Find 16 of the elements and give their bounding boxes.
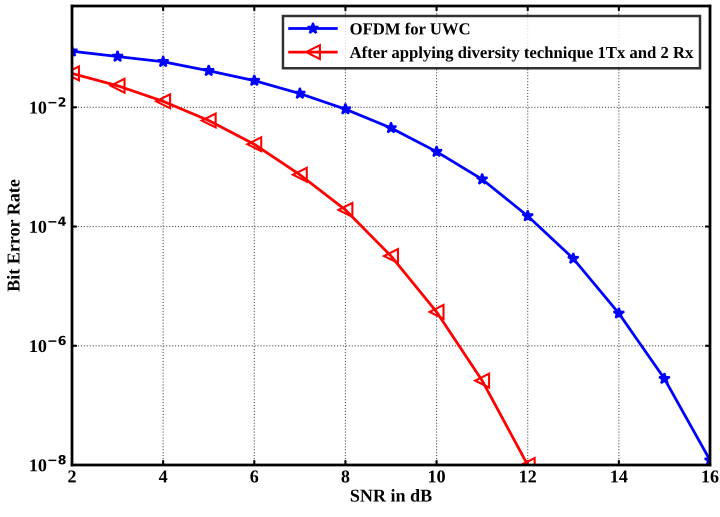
x-tick-label: 2 [68, 470, 76, 482]
x-tick-label: 4 [158, 470, 168, 482]
x-tick-label: 14 [611, 470, 628, 482]
y-tick-label: 10$^{−6}$ [30, 336, 66, 352]
x-tick-label: 10 [428, 470, 445, 483]
y-tick-label: 10$^{−4}$ [30, 216, 66, 233]
y-tick-label: 10$^{−8}$ [30, 454, 66, 472]
y-tick-label: 10$^{−2}$ [30, 97, 66, 114]
x-axis-title: SNR in dB [350, 489, 432, 502]
x-tick-label: 6 [250, 470, 258, 483]
legend-label: OFDM for UWC [350, 22, 470, 35]
legend-label: After applying diversity technique 1Tx and 2 Rx [350, 46, 694, 62]
x-tick-label: 12 [520, 470, 536, 482]
x-tick-label: 16 [702, 470, 718, 483]
y-axis-title: Bit Error Rate [6, 180, 20, 292]
x-tick-label: 8 [342, 470, 350, 483]
